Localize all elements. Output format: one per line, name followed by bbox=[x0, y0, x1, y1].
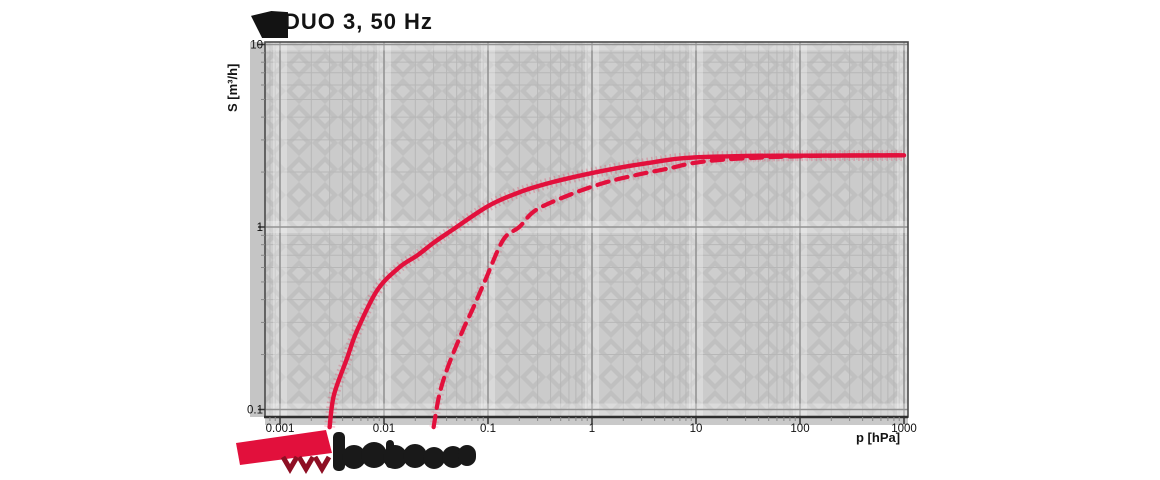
axis-ticks: 0.001 0.01 0.1 1 10 100 1000 0.1 1 10 bbox=[247, 40, 917, 436]
y-axis-title: S [m³/h] bbox=[225, 63, 240, 112]
x-tick-label: 100 bbox=[790, 423, 809, 435]
solid-curve bbox=[327, 153, 907, 430]
watermark-logo-chevrons bbox=[280, 455, 332, 474]
x-tick-label: 0.1 bbox=[480, 423, 496, 435]
y-tick-label: 1 bbox=[257, 222, 263, 234]
dashed-curve bbox=[431, 153, 907, 430]
x-tick-label: 0.001 bbox=[266, 423, 295, 435]
watermark-logo bbox=[236, 430, 476, 474]
x-tick-label: 0.01 bbox=[373, 423, 395, 435]
x-tick-label: 10 bbox=[690, 423, 703, 435]
watermark-logo-red-flag bbox=[236, 430, 332, 465]
y-tick-label: 0.1 bbox=[247, 405, 263, 417]
x-tick-label: 1 bbox=[589, 423, 595, 435]
x-tick-label: 1000 bbox=[891, 423, 917, 435]
watermark-logo-text-blob bbox=[333, 432, 476, 471]
y-tick-label: 10 bbox=[250, 40, 263, 52]
x-axis-title: p [hPa] bbox=[856, 430, 901, 445]
chart-title: DUO 3, 50 Hz bbox=[284, 9, 433, 34]
